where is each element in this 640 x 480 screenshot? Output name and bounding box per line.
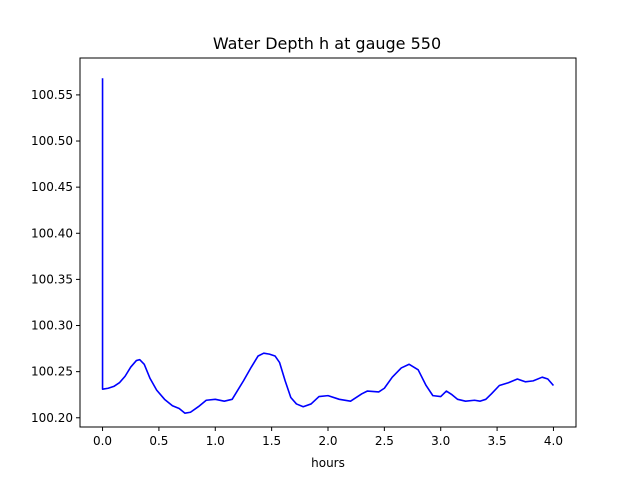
- series-line: [101, 78, 555, 414]
- y-tick-label: 100.20: [31, 411, 73, 425]
- x-tick-label: 2.5: [375, 434, 394, 448]
- x-tick-label: 0.5: [149, 434, 168, 448]
- plot-area: [101, 78, 555, 414]
- x-axis: 0.0 0.5 1.0 1.5 2.0 2.5 3.0 3.5 4.0: [93, 427, 563, 448]
- x-tick-label: 1.5: [262, 434, 281, 448]
- y-tick-label: 100.30: [31, 319, 73, 333]
- y-tick-label: 100.50: [31, 134, 73, 148]
- x-axis-label: hours: [311, 456, 345, 470]
- x-tick-label: 3.0: [431, 434, 450, 448]
- axes-frame: [79, 57, 577, 428]
- y-tick-label: 100.55: [31, 88, 73, 102]
- x-tick-label: 1.0: [206, 434, 225, 448]
- y-tick-label: 100.45: [31, 180, 73, 194]
- x-tick-label: 4.0: [544, 434, 563, 448]
- y-tick-label: 100.25: [31, 365, 73, 379]
- y-tick-label: 100.40: [31, 226, 73, 240]
- chart-title: Water Depth h at gauge 550: [213, 34, 441, 53]
- x-tick-label: 3.5: [488, 434, 507, 448]
- x-tick-label: 0.0: [93, 434, 112, 448]
- x-tick-label: 2.0: [318, 434, 337, 448]
- y-tick-label: 100.35: [31, 272, 73, 286]
- y-axis: 100.20 100.25 100.30 100.35 100.40 100.45 100.…: [31, 88, 80, 425]
